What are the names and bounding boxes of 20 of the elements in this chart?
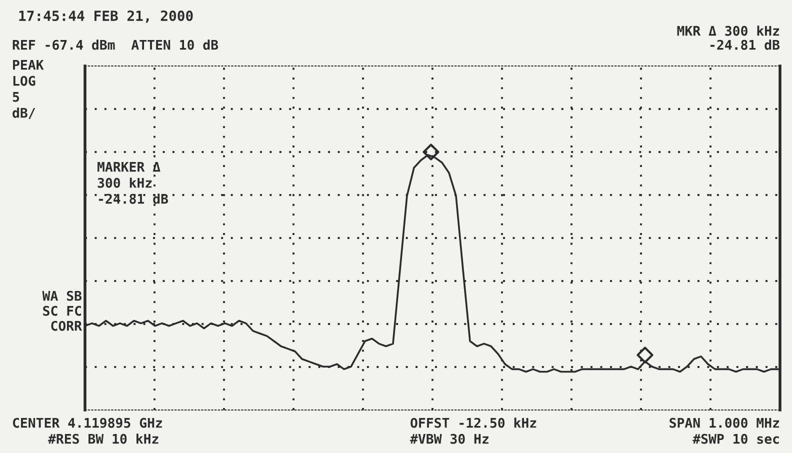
text: SPAN 1.000 MHz <box>670 418 780 428</box>
text: CENTER 4.119895 GHz <box>12 418 162 428</box>
text: #RES BW 10 kHz <box>48 434 158 444</box>
text: #SWP 10 sec <box>692 434 779 444</box>
text: WA SB <box>42 290 82 301</box>
text: 5 <box>12 92 20 102</box>
text: PEAK <box>13 60 44 70</box>
text: LOG <box>13 76 36 86</box>
text: -24.81 dB <box>710 40 780 50</box>
text: SC FC <box>43 306 82 316</box>
text: #VBW 30 Hz <box>410 434 488 444</box>
text: dB/ <box>12 108 36 119</box>
annotation: MARKER Δ <box>98 162 160 172</box>
annotation: -24.81 dB <box>98 194 168 204</box>
text: CORR <box>51 320 82 331</box>
text: OFFST -12.50 kHz <box>410 418 536 428</box>
text: REF -67.4 dBm ATTEN 10 dB <box>12 40 218 50</box>
chart-title: 17:45:44 FEB 21, 2000 <box>19 10 193 23</box>
annotation: 300 kHz <box>98 178 152 188</box>
text: MKR Δ 300 kHz <box>677 26 780 36</box>
